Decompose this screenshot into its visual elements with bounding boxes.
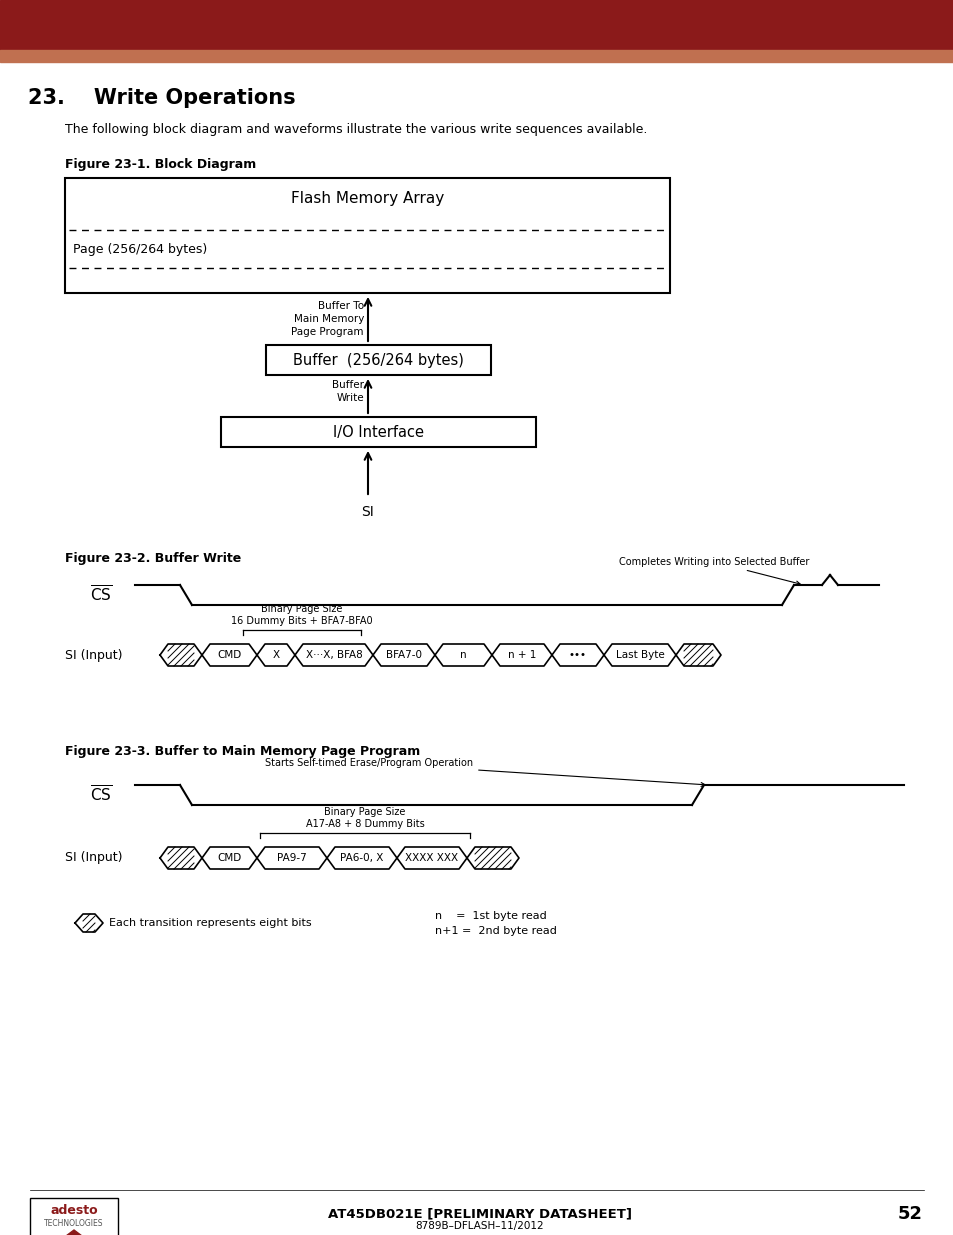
Text: Completes Writing into Selected Buffer: Completes Writing into Selected Buffer [618, 557, 808, 585]
Text: Figure 23-3. Buffer to Main Memory Page Program: Figure 23-3. Buffer to Main Memory Page … [65, 745, 420, 758]
Bar [30, 1198, 118, 1235]
Text: CMD: CMD [217, 650, 241, 659]
Polygon shape [160, 643, 202, 666]
Text: $\overline{\rm CS}$: $\overline{\rm CS}$ [90, 785, 112, 805]
Bar [0, 0, 953, 49]
Polygon shape [396, 847, 467, 869]
Text: Buffer  (256/264 bytes): Buffer (256/264 bytes) [293, 352, 463, 368]
Text: n + 1: n + 1 [507, 650, 536, 659]
Polygon shape [294, 643, 373, 666]
Polygon shape [603, 643, 676, 666]
Polygon shape [467, 847, 518, 869]
Text: 8789B–DFLASH–11/2012: 8789B–DFLASH–11/2012 [416, 1221, 544, 1231]
Text: Page (256/264 bytes): Page (256/264 bytes) [73, 242, 207, 256]
Polygon shape [160, 847, 202, 869]
Text: Figure 23-1. Block Diagram: Figure 23-1. Block Diagram [65, 158, 256, 170]
Text: X···X, BFA8: X···X, BFA8 [305, 650, 362, 659]
Bar [0, 49, 953, 62]
Polygon shape [676, 643, 720, 666]
Text: Binary Page Size
A17-A8 + 8 Dummy Bits: Binary Page Size A17-A8 + 8 Dummy Bits [305, 806, 424, 829]
Text: SI: SI [361, 505, 374, 519]
Polygon shape [202, 847, 256, 869]
Text: PA9-7: PA9-7 [276, 853, 307, 863]
Polygon shape [66, 1230, 82, 1235]
Polygon shape [552, 643, 603, 666]
Text: The following block diagram and waveforms illustrate the various write sequences: The following block diagram and waveform… [65, 124, 647, 136]
Text: Buffer
Write: Buffer Write [332, 380, 364, 403]
Text: adesto: adesto [51, 1203, 98, 1216]
Text: •••: ••• [568, 650, 586, 659]
Text: SI (Input): SI (Input) [65, 851, 122, 864]
Polygon shape [327, 847, 396, 869]
Text: n    =  1st byte read
n+1 =  2nd byte read: n = 1st byte read n+1 = 2nd byte read [435, 911, 557, 936]
Text: Starts Self-timed Erase/Program Operation: Starts Self-timed Erase/Program Operatio… [265, 758, 704, 787]
Text: AT45DB021E [PRELIMINARY DATASHEET]: AT45DB021E [PRELIMINARY DATASHEET] [328, 1208, 631, 1220]
Polygon shape [435, 643, 492, 666]
Text: TECHNOLOGIES: TECHNOLOGIES [44, 1219, 104, 1228]
Polygon shape [256, 643, 294, 666]
Text: PA6-0, X: PA6-0, X [340, 853, 383, 863]
Polygon shape [75, 914, 103, 932]
Text: XXXX XXX: XXXX XXX [405, 853, 458, 863]
Bar [65, 178, 669, 293]
Text: Flash Memory Array: Flash Memory Array [291, 190, 444, 205]
Text: I/O Interface: I/O Interface [333, 425, 423, 440]
Text: n: n [459, 650, 466, 659]
Text: BFA7-0: BFA7-0 [386, 650, 421, 659]
Text: Buffer To
Main Memory
Page Program: Buffer To Main Memory Page Program [292, 301, 364, 337]
Text: Binary Page Size
16 Dummy Bits + BFA7-BFA0: Binary Page Size 16 Dummy Bits + BFA7-BF… [231, 604, 373, 626]
Bar [266, 345, 491, 375]
Polygon shape [202, 643, 256, 666]
Text: SI (Input): SI (Input) [65, 648, 122, 662]
Text: Figure 23-2. Buffer Write: Figure 23-2. Buffer Write [65, 552, 241, 564]
Text: X: X [273, 650, 279, 659]
Text: $\overline{\rm CS}$: $\overline{\rm CS}$ [90, 585, 112, 605]
Text: CMD: CMD [217, 853, 241, 863]
Polygon shape [256, 847, 327, 869]
Text: Last Byte: Last Byte [615, 650, 663, 659]
Polygon shape [492, 643, 552, 666]
Text: Each transition represents eight bits: Each transition represents eight bits [109, 918, 312, 927]
Polygon shape [373, 643, 435, 666]
Text: 52: 52 [897, 1205, 922, 1223]
Bar [221, 417, 536, 447]
Text: 23.    Write Operations: 23. Write Operations [28, 88, 295, 107]
